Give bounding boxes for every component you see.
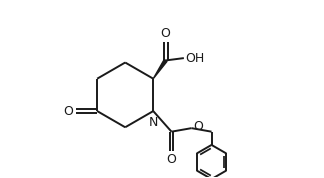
Text: O: O	[64, 105, 74, 118]
Text: O: O	[167, 153, 177, 166]
Text: N: N	[149, 116, 158, 129]
Polygon shape	[153, 59, 167, 79]
Text: O: O	[193, 121, 203, 134]
Text: OH: OH	[186, 52, 205, 65]
Text: O: O	[161, 27, 170, 40]
